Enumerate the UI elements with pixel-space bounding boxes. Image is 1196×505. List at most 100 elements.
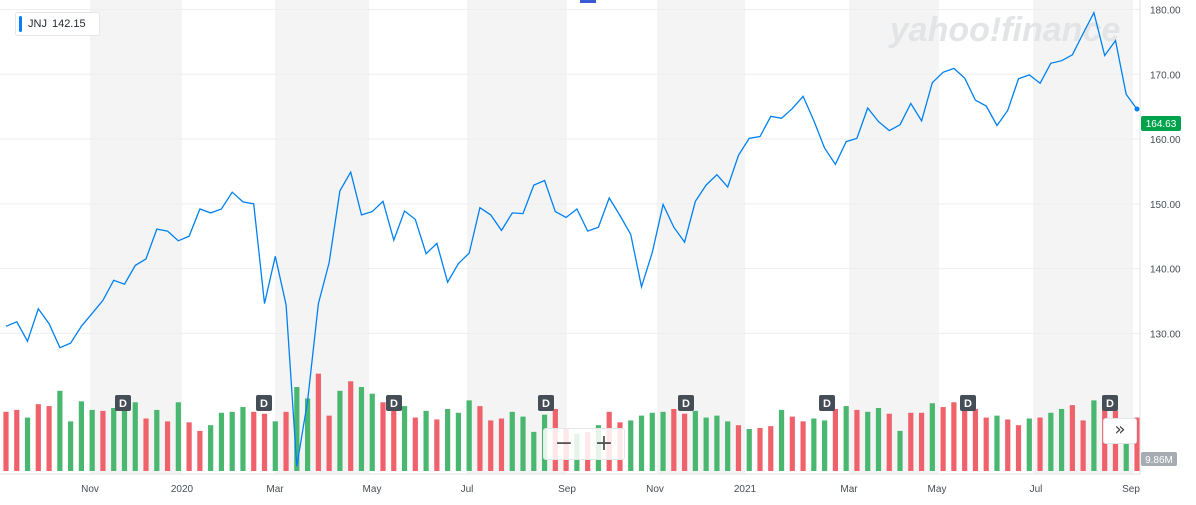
volume-bar	[682, 413, 688, 471]
volume-bar	[46, 406, 52, 471]
price-line	[5, 10, 1138, 467]
volume-bar	[735, 425, 742, 471]
range-selector-marker[interactable]	[580, 0, 596, 3]
y-tick-label: 170.00	[1150, 70, 1181, 81]
volume-bar	[714, 415, 720, 471]
x-axis: Nov 2020 Mar May Jul Sep Nov 2021 Mar May Jul Sep	[81, 484, 1140, 495]
y-tick-label: 160.00	[1150, 135, 1181, 146]
volume-bar	[509, 411, 515, 471]
volume-bar	[1048, 412, 1054, 471]
volume-bar	[725, 421, 731, 471]
volume-bar	[1134, 417, 1140, 471]
volume-bar	[757, 428, 763, 471]
x-tick-label: Jul	[461, 484, 474, 495]
volume-bar	[14, 409, 20, 471]
month-band	[1033, 0, 1133, 474]
volume-bar	[789, 416, 795, 471]
volume-bar	[434, 419, 440, 471]
x-tick-label: Jul	[1030, 484, 1043, 495]
volume-bar	[229, 411, 235, 471]
volume-bar	[498, 418, 505, 471]
volume-bar	[897, 430, 903, 471]
zoom-in-button[interactable]: +	[594, 431, 614, 456]
x-tick-label: Sep	[558, 484, 576, 495]
volume-bar	[100, 410, 106, 471]
volume-bar	[412, 417, 418, 471]
volume-bar	[994, 415, 1000, 471]
svg-text:D: D	[542, 398, 550, 410]
volume-bar	[638, 415, 645, 471]
dividend-marker[interactable]: D	[256, 395, 272, 411]
volume-bar	[983, 417, 989, 471]
volume-bar	[951, 402, 957, 471]
volume-bar	[272, 421, 278, 471]
volume-bar	[832, 408, 838, 471]
volume-bar	[466, 400, 472, 471]
y-tick-label: 150.00	[1150, 200, 1181, 211]
volume-bar	[660, 411, 666, 471]
volume-bar	[143, 418, 149, 471]
month-band	[849, 0, 939, 474]
horizontal-gridlines	[0, 8, 1140, 334]
volume-bar	[369, 393, 375, 471]
volume-bar	[315, 373, 321, 471]
month-band	[275, 0, 369, 474]
volume-bar	[1091, 400, 1097, 471]
dividend-marker[interactable]: D	[1102, 395, 1118, 411]
volume-bar	[1005, 419, 1011, 471]
zoom-controls: − +	[543, 428, 625, 460]
svg-text:D: D	[260, 398, 268, 410]
last-price-badge: 164.63	[1141, 116, 1181, 131]
volume-bar	[488, 420, 494, 471]
volume-bar	[1015, 425, 1022, 471]
volume-bar	[520, 416, 526, 471]
volume-bar	[337, 390, 343, 471]
volume-bar	[57, 390, 63, 471]
svg-text:D: D	[1106, 398, 1114, 410]
volume-bar	[186, 422, 192, 471]
volume-bar	[1080, 420, 1086, 471]
volume-bar	[326, 415, 332, 471]
symbol-legend[interactable]: JNJ 142.15	[15, 12, 100, 36]
svg-text:D: D	[119, 398, 127, 410]
volume-bar	[445, 408, 451, 471]
volume-bar	[89, 409, 95, 471]
scroll-to-latest-button[interactable]: »	[1103, 418, 1137, 444]
volume-bar	[175, 402, 181, 471]
x-tick-label: May	[363, 484, 382, 495]
dividend-marker[interactable]: D	[386, 395, 402, 411]
volume-bar	[3, 411, 9, 471]
volume-bar	[1069, 405, 1075, 471]
volume-bar	[649, 412, 655, 471]
volume-bar	[1123, 434, 1129, 471]
dividend-marker[interactable]: D	[678, 395, 694, 411]
volume-bar	[283, 411, 289, 471]
dividend-marker[interactable]: D	[960, 395, 976, 411]
month-band	[657, 0, 745, 474]
volume-bar	[918, 412, 925, 471]
volume-bar	[908, 412, 914, 471]
dividend-marker[interactable]: D	[538, 395, 554, 411]
volume-bar	[391, 409, 397, 471]
dividend-marker[interactable]: D	[819, 395, 835, 411]
volume-bar	[822, 420, 828, 471]
last-price-value: 164.63	[1146, 119, 1177, 130]
volume-bar	[800, 421, 806, 471]
volume-bar	[401, 406, 408, 471]
svg-text:D: D	[823, 398, 831, 410]
volume-bar	[121, 408, 128, 471]
volume-bar	[843, 406, 849, 471]
dividend-marker[interactable]: D	[115, 395, 131, 411]
volume-bar	[251, 411, 257, 471]
volume-bar	[886, 413, 892, 471]
volume-bar	[348, 381, 354, 471]
volume-bar	[358, 387, 365, 471]
svg-text:D: D	[390, 398, 398, 410]
volume-bar	[218, 412, 225, 471]
volume-bar	[477, 406, 483, 471]
month-band	[90, 0, 182, 474]
volume-bar	[132, 402, 138, 471]
zoom-out-button[interactable]: −	[554, 431, 574, 456]
